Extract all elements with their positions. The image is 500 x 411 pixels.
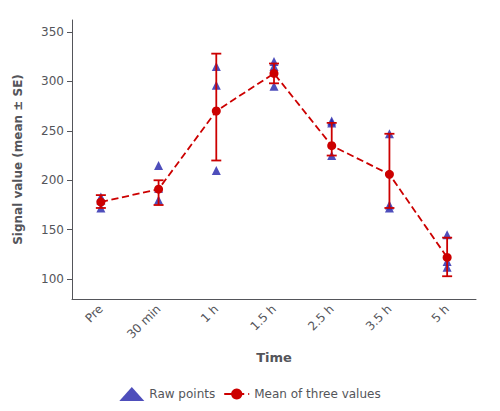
svg-text:2.5 h: 2.5 h (305, 302, 336, 333)
svg-text:150: 150 (41, 223, 64, 237)
svg-text:30 min: 30 min (124, 302, 163, 341)
svg-text:Raw points: Raw points (149, 387, 215, 401)
svg-text:1 h: 1 h (198, 302, 221, 325)
svg-text:200: 200 (41, 173, 64, 187)
svg-text:300: 300 (41, 74, 64, 88)
svg-text:5 h: 5 h (429, 302, 452, 325)
svg-text:Time: Time (256, 350, 292, 365)
svg-text:350: 350 (41, 25, 64, 39)
svg-text:100: 100 (41, 272, 64, 286)
svg-text:Mean of three values: Mean of three values (254, 387, 380, 401)
svg-text:Pre: Pre (82, 302, 105, 325)
svg-text:250: 250 (41, 124, 64, 138)
svg-text:3.5 h: 3.5 h (363, 302, 394, 333)
svg-text:1.5 h: 1.5 h (248, 302, 279, 333)
svg-text:Signal value (mean ± SE): Signal value (mean ± SE) (11, 74, 25, 245)
